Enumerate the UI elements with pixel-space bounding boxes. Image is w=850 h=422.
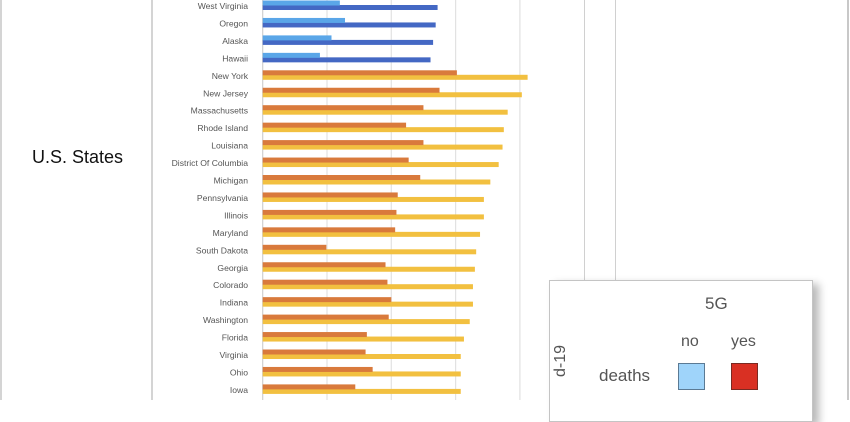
bar-long (262, 354, 461, 359)
bar-long (262, 92, 522, 98)
bar-short (262, 384, 356, 390)
column-separator (584, 0, 585, 400)
category-label: Michigan (214, 176, 249, 186)
bar-long (262, 22, 436, 28)
bar-short (262, 227, 396, 233)
legend-row-label: deaths (599, 366, 651, 385)
bar-short (262, 262, 386, 268)
bar-long (262, 39, 434, 45)
legend-title: 5G (705, 294, 728, 313)
bar-long (262, 196, 484, 202)
bar-long (262, 371, 461, 377)
bar-long (262, 74, 528, 80)
bar-long (262, 5, 438, 10)
bar-short (262, 314, 389, 320)
bar-short (262, 244, 327, 250)
bar-long (262, 109, 508, 115)
bar-long (262, 301, 473, 307)
bar-short (262, 17, 346, 23)
category-label: New York (212, 71, 249, 81)
legend-swatch-no (678, 363, 705, 390)
category-label: New Jersey (203, 88, 249, 98)
column-separator (151, 0, 153, 400)
category-label: Louisiana (211, 141, 248, 151)
bar-short (262, 70, 457, 76)
category-label: Rhode Island (197, 123, 248, 133)
bar-long (262, 388, 461, 394)
legend: 5G no yes d-19 deaths (549, 280, 813, 422)
bar-long (262, 231, 481, 237)
bar-long (262, 162, 499, 168)
category-label: Iowa (230, 385, 248, 395)
bar-long (262, 284, 473, 290)
category-label: Ohio (230, 367, 248, 377)
bar-short (262, 0, 340, 6)
bar-long (262, 266, 475, 272)
left-border (0, 0, 2, 400)
bar-chart: West Virginia Oregon Alaska Hawaii New York N… (172, 0, 528, 400)
category-label: Colorado (213, 280, 248, 290)
bar-short (262, 366, 373, 372)
bar-short (262, 157, 409, 163)
bar-short (262, 297, 392, 303)
bar-long (262, 336, 464, 342)
bar-short (262, 175, 421, 180)
category-label: District Of Columbia (172, 158, 249, 168)
category-label: Oregon (219, 18, 248, 28)
category-labels: West Virginia Oregon Alaska Hawaii New York N… (172, 1, 249, 395)
bar-short (262, 105, 424, 111)
category-label: Illinois (224, 210, 248, 220)
category-label: Florida (222, 333, 248, 343)
category-label: Hawaii (222, 53, 248, 63)
legend-column-yes: yes (731, 333, 756, 350)
bars (262, 0, 528, 394)
legend-swatch-yes (731, 363, 758, 390)
category-label: Washington (203, 315, 248, 325)
bar-long (262, 214, 484, 220)
bar-short (262, 349, 366, 355)
bar-short (262, 52, 320, 58)
category-label: Massachusetts (191, 106, 248, 116)
legend-column-no: no (681, 333, 699, 350)
bar-long (262, 319, 470, 325)
category-label: Alaska (222, 36, 248, 46)
bar-short (262, 279, 388, 285)
column-separator (615, 0, 616, 400)
bar-long (262, 57, 431, 63)
bar-short (262, 87, 440, 93)
bar-short (262, 122, 407, 128)
category-label: South Dakota (196, 245, 248, 255)
category-label: West Virginia (198, 1, 249, 11)
bar-short (262, 35, 332, 41)
legend-rotated-label: d-19 (552, 344, 569, 377)
bar-long (262, 249, 477, 255)
bar-short (262, 209, 397, 215)
category-label: Maryland (213, 228, 249, 238)
row-header-label: U.S. States (31, 147, 124, 167)
bar-short (262, 192, 398, 198)
right-border (847, 0, 849, 400)
bar-long (262, 144, 503, 150)
category-label: Georgia (217, 263, 248, 273)
bar-short (262, 140, 424, 146)
bar-long (262, 127, 504, 133)
category-label: Pennsylvania (197, 193, 248, 203)
category-label: Indiana (220, 298, 248, 308)
category-label: Virginia (219, 350, 248, 360)
bar-long (262, 179, 491, 185)
bar-short (262, 332, 367, 338)
